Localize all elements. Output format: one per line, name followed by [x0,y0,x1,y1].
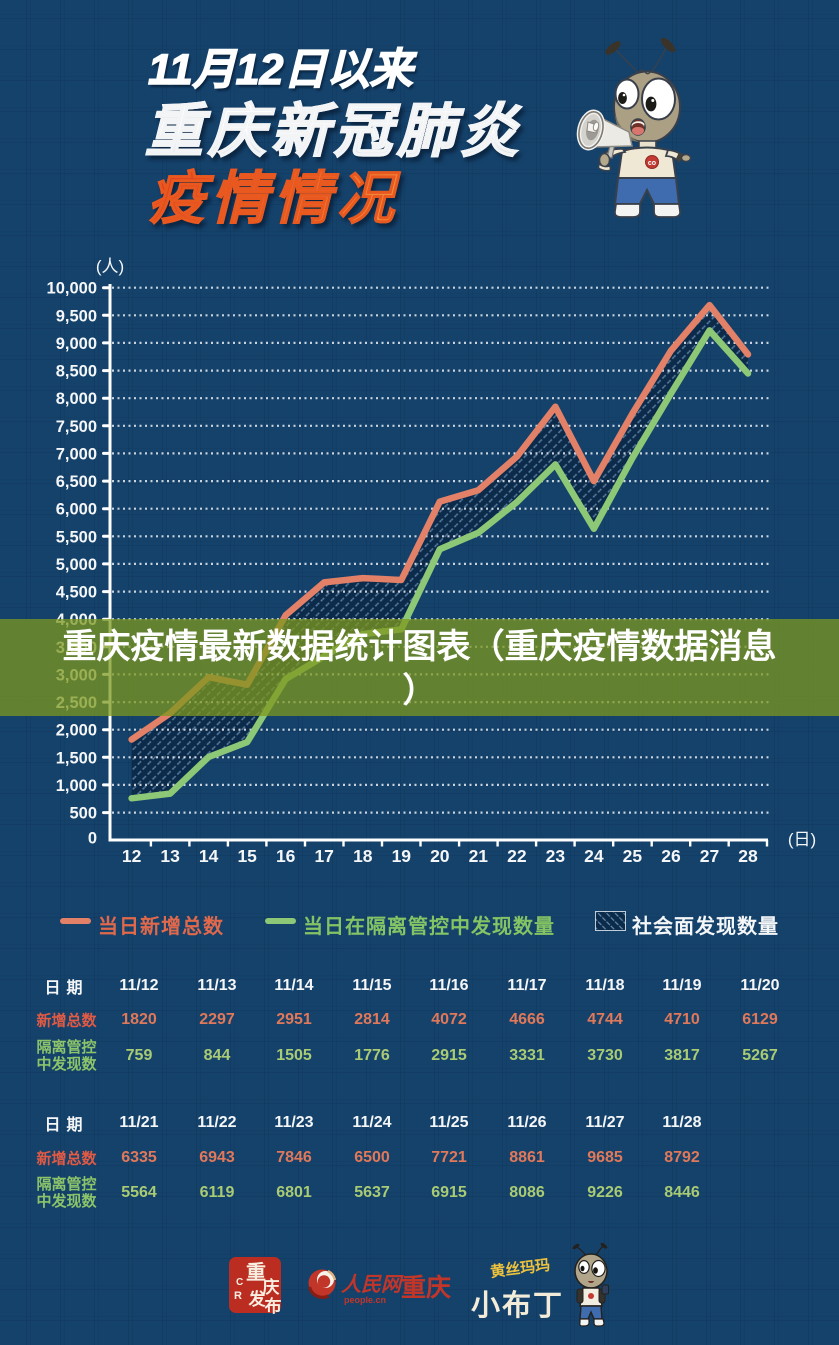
svg-text:C: C [236,1277,243,1288]
svg-text:6,000: 6,000 [56,501,97,519]
svg-text:0: 0 [88,830,97,848]
svg-text:14: 14 [199,846,219,866]
svg-text:19: 19 [392,846,412,866]
svg-text:co: co [648,160,656,167]
svg-text:重: 重 [246,1261,266,1284]
svg-text:5,000: 5,000 [56,556,97,574]
svg-text:24: 24 [584,846,604,866]
svg-text:27: 27 [700,846,719,866]
svg-text:重庆: 重庆 [401,1273,451,1302]
svg-text:9,000: 9,000 [56,335,97,353]
svg-text:18: 18 [353,846,373,866]
svg-text:小布丁: 小布丁 [471,1289,564,1322]
svg-text:500: 500 [69,805,97,823]
svg-text:4,500: 4,500 [56,584,97,602]
svg-text:7,000: 7,000 [56,445,97,463]
svg-text:15: 15 [237,846,257,866]
svg-text:人民网: 人民网 [341,1273,404,1296]
svg-text:6,500: 6,500 [56,473,97,491]
svg-text:people.cn: people.cn [344,1295,386,1305]
svg-text:5,500: 5,500 [56,528,97,546]
svg-text:9,500: 9,500 [56,307,97,325]
svg-text:20: 20 [430,846,450,866]
svg-text:布: 布 [265,1296,282,1316]
svg-text:庆: 庆 [263,1277,280,1297]
svg-text:25: 25 [623,846,643,866]
svg-text:R: R [234,1290,242,1302]
svg-text:12: 12 [122,846,142,866]
svg-text:发: 发 [248,1289,267,1309]
svg-text:2,000: 2,000 [56,722,97,740]
svg-text:黄丝玛玛: 黄丝玛玛 [489,1256,551,1281]
svg-text:8,000: 8,000 [56,390,97,408]
svg-text:10,000: 10,000 [47,280,97,298]
svg-text:8,500: 8,500 [56,363,97,381]
svg-text:1,500: 1,500 [56,749,97,767]
svg-text:(日): (日) [788,830,816,849]
svg-text:22: 22 [507,846,527,866]
svg-text:16: 16 [276,846,296,866]
svg-text:7,500: 7,500 [56,418,97,436]
svg-text:(人): (人) [96,257,124,276]
svg-text:1,000: 1,000 [56,777,97,795]
svg-text:26: 26 [661,846,681,866]
svg-text:23: 23 [546,846,566,866]
svg-text:21: 21 [469,846,489,866]
svg-text:17: 17 [314,846,333,866]
svg-text:28: 28 [738,846,758,866]
svg-text:13: 13 [160,846,180,866]
